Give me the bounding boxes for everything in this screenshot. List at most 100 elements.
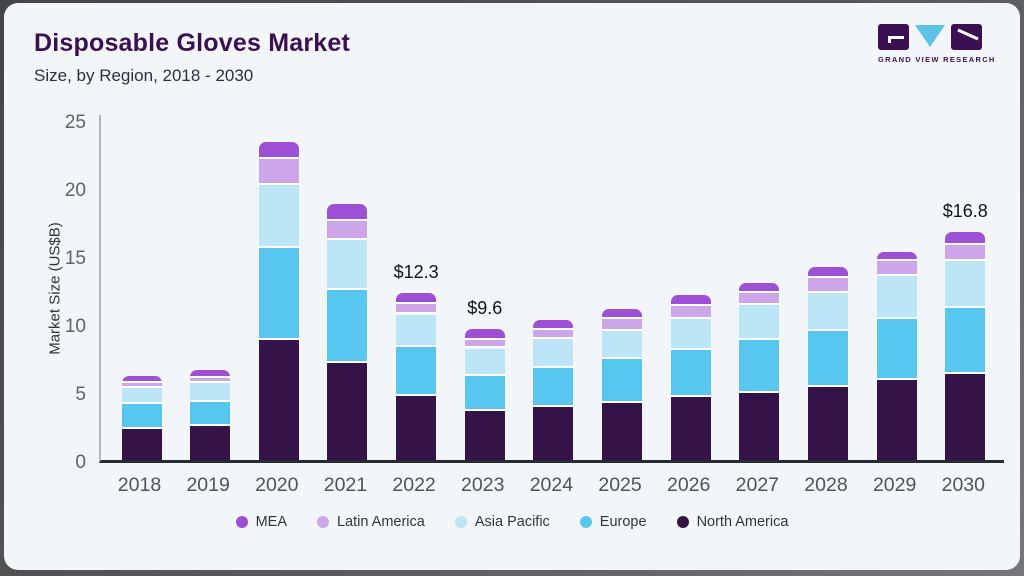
segment-north-america [327, 363, 368, 460]
segment-north-america [670, 397, 711, 460]
segment-europe [121, 404, 162, 429]
segment-europe [396, 347, 437, 397]
segment-latin-america [464, 340, 505, 349]
segment-europe [808, 330, 848, 387]
segment-europe [258, 247, 299, 341]
segment-latin-america [670, 306, 711, 319]
legend-label: Latin America [336, 514, 425, 530]
segment-latin-america [876, 261, 917, 277]
x-tick-label-2021: 2021 [323, 474, 368, 496]
legend-dot-icon [579, 516, 592, 528]
segment-asia-pacific [464, 348, 505, 376]
legend-dot-icon [235, 516, 248, 528]
segment-north-america [464, 411, 505, 460]
gvr-logo: GRAND VIEW RESEARCH [878, 24, 996, 64]
segment-mea [876, 251, 917, 262]
x-tick-label-2028: 2028 [804, 474, 848, 496]
logo-v-triangle-icon [915, 25, 945, 47]
segment-europe [327, 290, 368, 364]
segment-mea [258, 141, 299, 160]
value-label-2030: $16.8 [942, 200, 988, 221]
segment-latin-america [190, 377, 231, 384]
plot-area: $12.3 $9.6 $16.8 [99, 115, 1004, 463]
segment-europe [190, 401, 231, 426]
x-tick-label-2026: 2026 [666, 474, 711, 496]
segment-europe [670, 349, 711, 398]
x-tick-label-2023: 2023 [461, 474, 505, 496]
segment-asia-pacific [258, 185, 299, 248]
segment-asia-pacific [533, 338, 574, 368]
x-tick-label-2020: 2020 [255, 474, 299, 496]
segment-latin-america [327, 220, 368, 240]
bar-2024 [533, 319, 574, 460]
segment-asia-pacific [190, 383, 231, 402]
report-card: Disposable Gloves Market Size, by Region… [4, 3, 1020, 570]
segment-latin-america [739, 292, 780, 305]
bar-2023 [464, 329, 505, 460]
logo-blocks [878, 24, 982, 51]
legend-label: North America [696, 514, 789, 530]
logo-text: GRAND VIEW RESEARCH [878, 55, 996, 64]
segment-asia-pacific [396, 314, 437, 348]
y-tick-label: 0 [75, 452, 86, 473]
segment-latin-america [396, 303, 437, 315]
segment-asia-pacific [739, 304, 780, 341]
y-tick-label: 25 [64, 112, 86, 133]
bar-2020 [258, 141, 299, 460]
y-tick-label: 10 [64, 316, 86, 337]
bar-2018 [121, 375, 162, 460]
segment-mea [190, 369, 231, 378]
bar-2029 [876, 251, 917, 460]
segment-asia-pacific [945, 261, 986, 308]
logo-r-block-icon [951, 24, 982, 50]
x-tick-label-2019: 2019 [186, 474, 230, 496]
segment-latin-america [945, 245, 986, 262]
stacked-bar-chart: Market Size (US$B) 0 5 10 15 20 25 $12.3 $9.6 $… [4, 3, 1020, 570]
segment-latin-america [533, 330, 574, 339]
bar-2022 [396, 292, 437, 460]
bar-2030 [945, 231, 986, 460]
segment-europe [739, 340, 780, 393]
segment-north-america [876, 379, 917, 460]
segment-north-america [121, 428, 162, 460]
page-subtitle: Size, by Region, 2018 - 2030 [34, 66, 254, 85]
x-tick-label-2027: 2027 [735, 474, 780, 496]
y-tick-label: 5 [75, 384, 86, 405]
legend-dot-icon [454, 516, 467, 528]
segment-latin-america [121, 383, 162, 388]
legend-label: MEA [255, 514, 287, 530]
bar-2021 [327, 204, 368, 460]
segment-north-america [945, 374, 986, 460]
segment-mea [396, 292, 437, 304]
x-tick-label-2024: 2024 [529, 474, 574, 496]
segment-north-america [808, 386, 848, 460]
y-tick-label: 15 [64, 248, 86, 269]
x-tick-label-2025: 2025 [598, 474, 642, 496]
chart-legend: MEA Latin America Asia Pacific Europe North … [4, 514, 1020, 530]
segment-asia-pacific [602, 330, 643, 360]
segment-latin-america [258, 159, 299, 186]
segment-asia-pacific [670, 318, 711, 350]
legend-label: Europe [599, 514, 647, 530]
segment-europe [876, 318, 917, 380]
value-label-2022: $12.3 [393, 261, 439, 282]
x-tick-label-2030: 2030 [941, 474, 985, 496]
legend-dot-icon [676, 516, 689, 528]
segment-north-america [396, 396, 437, 460]
segment-mea [945, 231, 986, 246]
legend-label: Asia Pacific [474, 514, 550, 530]
segment-mea [808, 266, 848, 278]
segment-mea [327, 204, 368, 221]
x-tick-label-2018: 2018 [117, 474, 162, 496]
segment-europe [533, 367, 574, 407]
bar-2019 [190, 369, 231, 460]
legend-dot-icon [316, 516, 329, 528]
segment-north-america [190, 426, 231, 460]
legend-item-latin-america: Latin America [316, 514, 425, 530]
bar-2027 [739, 283, 780, 460]
segment-asia-pacific [327, 239, 368, 290]
segment-asia-pacific [876, 276, 917, 319]
segment-europe [464, 375, 505, 412]
segment-mea [464, 329, 505, 341]
segment-mea [533, 319, 574, 331]
